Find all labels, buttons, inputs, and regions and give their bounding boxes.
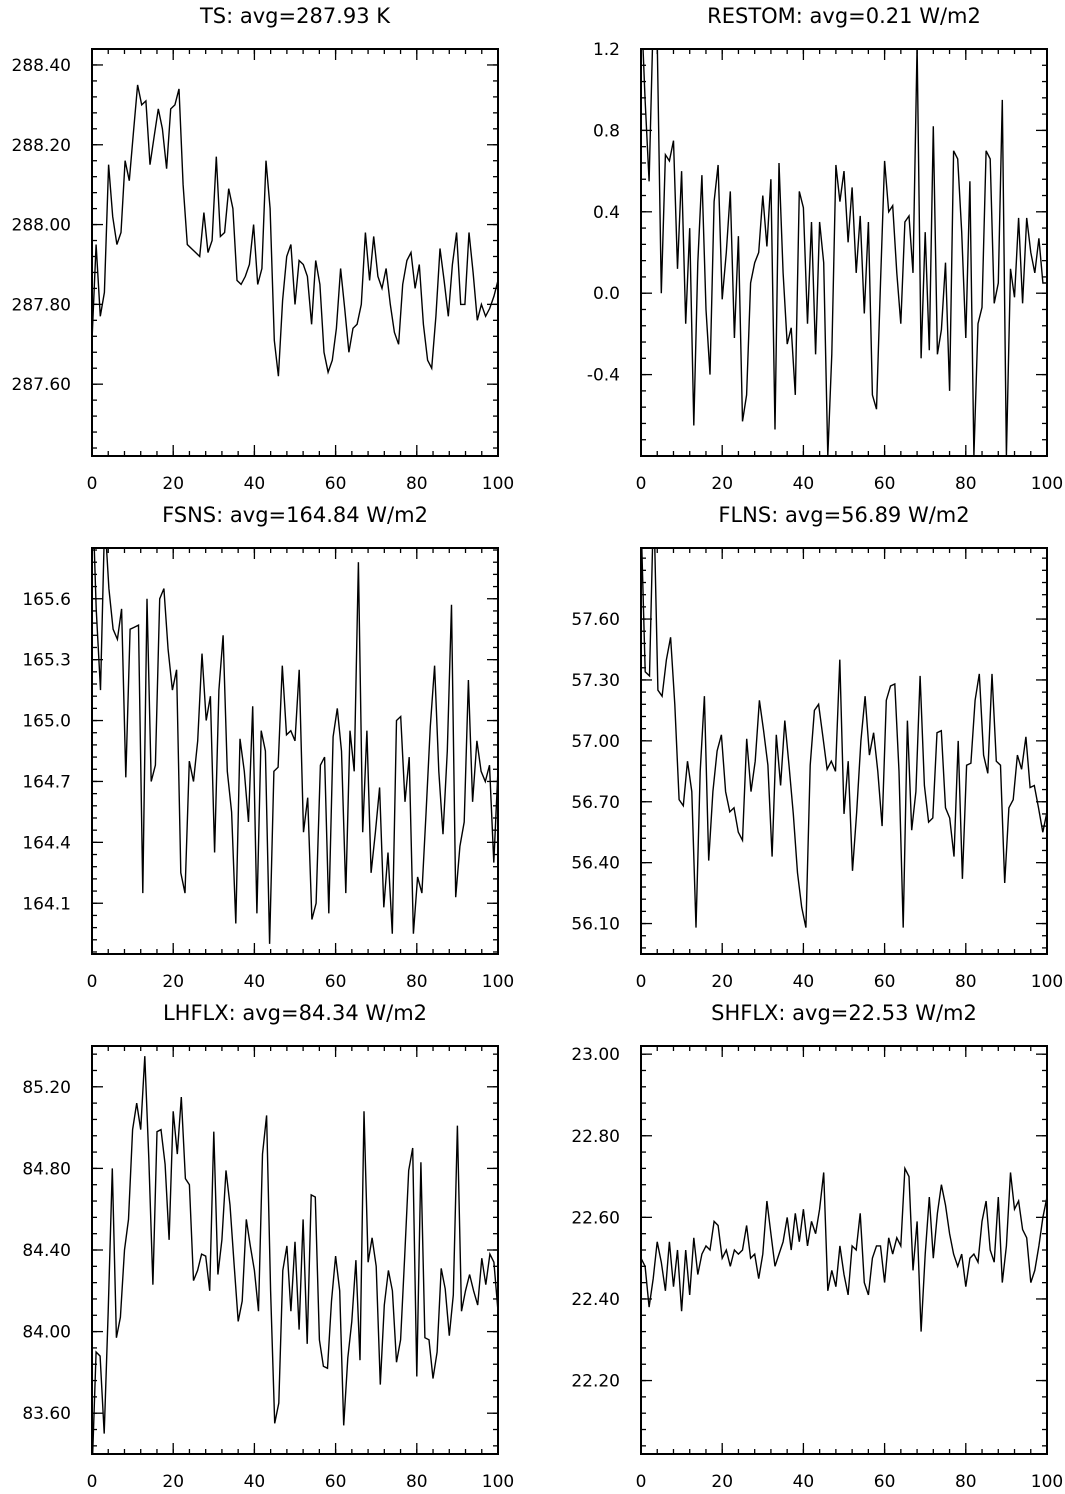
shflx-y-tick-label: 22.40 [571,1290,620,1310]
shflx-x-tick-label: 60 [874,1472,896,1492]
lhflx-panel: LHFLX: avg=84.34 W/m2 0 20 40 60 80 100 83.60 84… [22,1001,514,1492]
ts-y-tick-label: 288.20 [12,136,71,156]
lhflx-plot-frame [91,1045,499,1455]
shflx-x-tick-label: 40 [793,1472,815,1492]
flns-panel: FLNS: avg=56.89 W/m2 0 20 40 60 80 100 56.10 56.… [571,503,1063,992]
ts-panel: TS: avg=287.93 K 0 20 40 60 80 100 287.60 287.80… [12,4,515,494]
flns-y-tick-label: 57.00 [571,732,620,752]
flns-y-tick-label: 57.30 [571,671,620,691]
restom-plot-frame [640,48,1048,457]
lhflx-x-tick-label: 60 [325,1472,347,1492]
ts-title: TS: avg=287.93 K [199,4,391,28]
ts-x-tick-label: 40 [244,474,266,494]
fsns-y-tick-label: 165.0 [22,712,71,732]
lhflx-x-tick-label: 0 [87,1472,98,1492]
fsns-series-line [93,548,498,944]
restom-y-tick-label: -0.4 [587,366,620,386]
restom-y-tick-label: 1.2 [593,40,620,60]
ts-y-tick-label: 287.80 [12,295,71,315]
fsns-y-tick-label: 165.3 [22,651,71,671]
shflx-y-tick-label: 22.80 [571,1127,620,1147]
ts-x-tick-label: 100 [482,474,514,494]
fsns-x-tick-label: 40 [244,972,266,992]
lhflx-y-tick-label: 84.80 [22,1159,71,1179]
restom-y-tick-label: 0.0 [593,284,620,304]
fsns-x-tick-label: 80 [406,972,428,992]
lhflx-y-tick-label: 84.40 [22,1241,71,1261]
restom-x-tick-label: 40 [793,474,815,494]
flns-x-tick-label: 100 [1031,972,1063,992]
lhflx-y-tick-label: 83.60 [22,1404,71,1424]
lhflx-series-line [92,1056,498,1454]
restom-x-tick-label: 100 [1031,474,1063,494]
fsns-y-tick-label: 164.1 [22,894,71,914]
flns-plot-frame [640,547,1048,955]
shflx-x-tick-label: 0 [636,1472,647,1492]
restom-panel: RESTOM: avg=0.21 W/m2 0 20 40 60 80 100 -0.4 0.0… [587,4,1063,494]
flns-y-tick-label: 56.10 [571,915,620,935]
lhflx-x-tick-label: 20 [162,1472,184,1492]
shflx-y-tick-label: 22.20 [571,1372,620,1392]
fsns-y-tick-label: 165.6 [22,590,71,610]
ts-x-tick-label: 60 [325,474,347,494]
lhflx-y-tick-label: 85.20 [22,1078,71,1098]
fsns-panel: FSNS: avg=164.84 W/m2 0 20 40 60 80 100 164.1 16… [22,503,514,992]
fsns-y-tick-label: 164.4 [22,833,71,853]
restom-x-tick-label: 20 [711,474,733,494]
fsns-y-tick-label: 164.7 [22,772,71,792]
ts-y-tick-label: 288.40 [12,56,71,76]
flns-x-tick-label: 20 [711,972,733,992]
flns-y-tick-label: 56.70 [571,793,620,813]
flns-x-tick-label: 0 [636,972,647,992]
fsns-x-tick-label: 20 [162,972,184,992]
restom-series-line [642,49,1047,456]
shflx-x-tick-label: 80 [955,1472,977,1492]
flns-series-line [641,548,1047,928]
lhflx-y-tick-label: 84.00 [22,1323,71,1343]
fsns-plot-frame [91,547,499,955]
lhflx-x-tick-label: 80 [406,1472,428,1492]
flns-x-tick-label: 60 [874,972,896,992]
flns-x-tick-label: 40 [793,972,815,992]
ts-series-line [92,84,498,377]
ts-plot-frame [91,48,499,457]
shflx-x-tick-label: 20 [711,1472,733,1492]
ts-x-tick-label: 80 [406,474,428,494]
shflx-x-tick-label: 100 [1031,1472,1063,1492]
fsns-title: FSNS: avg=164.84 W/m2 [162,503,428,527]
flns-x-tick-label: 80 [955,972,977,992]
fsns-x-tick-label: 60 [325,972,347,992]
fsns-x-tick-label: 0 [87,972,98,992]
shflx-series-line [641,1165,1047,1332]
restom-x-tick-label: 60 [874,474,896,494]
shflx-plot-frame [640,1045,1048,1455]
shflx-title: SHFLX: avg=22.53 W/m2 [711,1001,977,1025]
restom-y-tick-label: 0.8 [593,121,620,141]
flns-y-tick-label: 57.60 [571,610,620,630]
shflx-y-tick-label: 22.60 [571,1208,620,1228]
restom-x-tick-label: 0 [636,474,647,494]
ts-y-tick-label: 288.00 [12,216,71,236]
fsns-x-tick-label: 100 [482,972,514,992]
ts-x-tick-label: 20 [162,474,184,494]
ts-y-tick-label: 287.60 [12,375,71,395]
ts-x-tick-label: 0 [87,474,98,494]
restom-x-tick-label: 80 [955,474,977,494]
lhflx-title: LHFLX: avg=84.34 W/m2 [163,1001,427,1025]
lhflx-x-tick-label: 100 [482,1472,514,1492]
flns-y-tick-label: 56.40 [571,854,620,874]
shflx-panel: SHFLX: avg=22.53 W/m2 0 20 40 60 80 100 22.20 22… [571,1001,1063,1492]
restom-y-tick-label: 0.4 [593,203,620,223]
restom-title: RESTOM: avg=0.21 W/m2 [707,4,981,28]
flns-title: FLNS: avg=56.89 W/m2 [718,503,969,527]
lhflx-x-tick-label: 40 [244,1472,266,1492]
shflx-y-tick-label: 23.00 [571,1045,620,1065]
